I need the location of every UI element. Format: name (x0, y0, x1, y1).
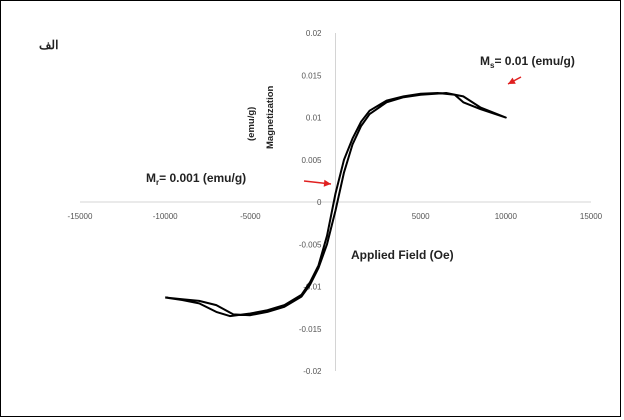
ms-arrow-head (508, 77, 516, 84)
y-tick-label: -0.015 (299, 325, 322, 334)
x-tick-label: 10000 (495, 212, 518, 221)
x-tick-label: -5000 (240, 212, 261, 221)
axes (80, 33, 591, 371)
y-tick-label: 0.005 (301, 156, 322, 165)
series-layer (165, 92, 507, 318)
x-tick-label: 15000 (580, 212, 603, 221)
y-axis-label: Magnetization (265, 85, 276, 149)
y-tick-label: 0.01 (306, 114, 322, 123)
mr-arrow-head (323, 179, 331, 187)
x-tick-label: -10000 (153, 212, 178, 221)
y-tick-label: 0 (317, 198, 322, 207)
x-tick-label: -15000 (68, 212, 93, 221)
annotations: الف Applied Field (Oe) Magnetization (em… (39, 38, 575, 262)
y-tick-label: -0.005 (299, 240, 322, 249)
x-tick-label: 5000 (412, 212, 430, 221)
ms-annotation: Ms= 0.01 (emu/g) (480, 54, 575, 70)
x-axis-label: Applied Field (Oe) (351, 248, 454, 262)
y-tick-label: -0.01 (303, 283, 322, 292)
y-tick-label: 0.02 (306, 29, 322, 38)
y-tick-label: -0.02 (303, 367, 322, 376)
hysteresis-loop-line (165, 92, 507, 318)
mr-annotation: Mr= 0.001 (emu/g) (146, 171, 246, 187)
tick-labels: -15000 -10000 -5000 5000 10000 15000 0.02 0.015… (68, 29, 603, 376)
y-tick-label: 0.015 (301, 71, 322, 80)
panel-label: الف (39, 38, 58, 52)
y-axis-unit: (emu/g) (246, 107, 257, 141)
